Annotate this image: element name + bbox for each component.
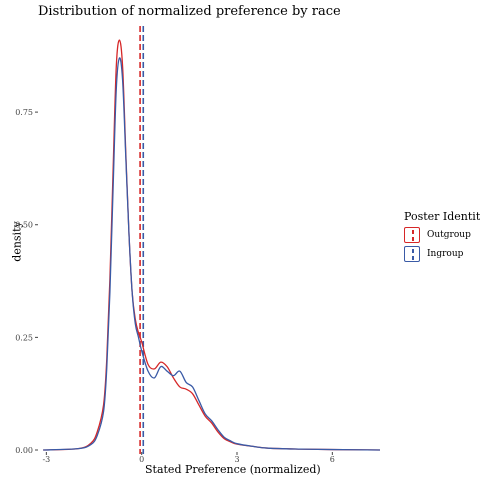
- x-axis-label: Stated Preference (normalized): [145, 463, 321, 476]
- y-tick-label: 0.75: [15, 108, 33, 117]
- legend-label-ingroup: Ingroup: [427, 249, 464, 259]
- x-tick-label: 0: [139, 455, 144, 464]
- density-line-ingroup: [43, 57, 381, 451]
- chart-title: Distribution of normalized preference by…: [38, 4, 341, 19]
- legend-label-outgroup: Outgroup: [427, 230, 471, 240]
- x-tick-label: 6: [330, 455, 335, 464]
- legend-title: Poster Identity: [404, 210, 480, 223]
- x-tick-label: -3: [42, 455, 50, 464]
- legend-key-outgroup: [404, 227, 420, 243]
- y-tick-label: 0.25: [15, 333, 33, 342]
- legend-key-ingroup: [404, 246, 420, 262]
- x-tick-label: 3: [234, 455, 239, 464]
- density-line-outgroup: [43, 39, 381, 451]
- y-tick-label: 0.50: [15, 221, 33, 230]
- y-tick-label: 0.00: [15, 446, 33, 455]
